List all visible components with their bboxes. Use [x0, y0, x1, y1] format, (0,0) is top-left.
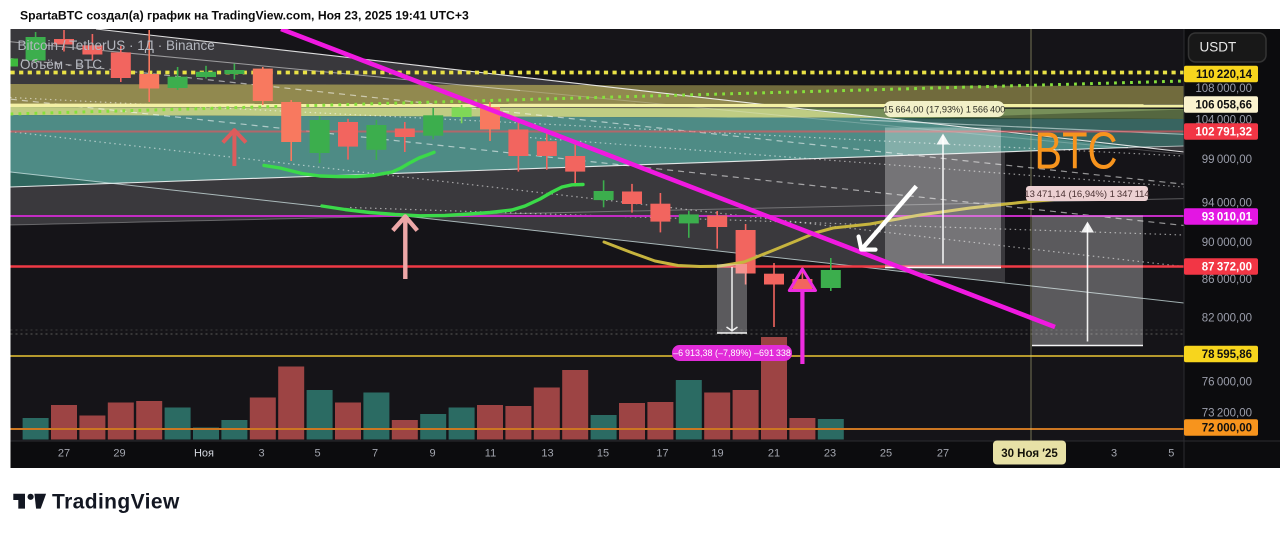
- svg-text:27: 27: [937, 448, 949, 460]
- svg-text:3: 3: [258, 448, 264, 460]
- svg-text:9: 9: [429, 448, 435, 460]
- svg-text:29: 29: [113, 448, 125, 460]
- svg-text:93 010,01: 93 010,01: [1202, 212, 1253, 224]
- svg-text:Bitcoin / TetherUS · 1Д · Bina: Bitcoin / TetherUS · 1Д · Binance: [18, 38, 215, 53]
- svg-text:27: 27: [58, 448, 70, 460]
- svg-text:19: 19: [711, 448, 723, 460]
- svg-text:17: 17: [656, 448, 668, 460]
- svg-text:102 791,32: 102 791,32: [1195, 127, 1252, 139]
- svg-text:SpartaBTC создал(а) график на: SpartaBTC создал(а) график на TradingVie…: [20, 9, 469, 23]
- svg-text:90 000,00: 90 000,00: [1202, 237, 1252, 249]
- svg-text:87 372,00: 87 372,00: [1202, 262, 1252, 274]
- svg-text:USDT: USDT: [1200, 40, 1237, 55]
- svg-text:TradingView: TradingView: [52, 491, 180, 514]
- svg-text:21: 21: [768, 448, 780, 460]
- svg-text:3: 3: [1111, 448, 1117, 460]
- svg-text:5: 5: [1168, 448, 1174, 460]
- svg-text:78 595,86: 78 595,86: [1202, 349, 1252, 361]
- svg-text:72 000,00: 72 000,00: [1202, 423, 1252, 435]
- svg-text:15 664,00 (17,93%) 1 566 400: 15 664,00 (17,93%) 1 566 400: [883, 104, 1005, 114]
- svg-text:5: 5: [314, 448, 320, 460]
- svg-text:94 000,00: 94 000,00: [1202, 198, 1252, 210]
- svg-text:13: 13: [541, 448, 553, 460]
- svg-text:11: 11: [485, 448, 496, 460]
- svg-text:76 000,00: 76 000,00: [1202, 377, 1252, 389]
- svg-text:15: 15: [597, 448, 609, 460]
- svg-text:30 Ноя ′25: 30 Ноя ′25: [1001, 448, 1058, 460]
- svg-text:25: 25: [880, 448, 892, 460]
- svg-text:86 000,00: 86 000,00: [1202, 274, 1252, 286]
- svg-text:BTC: BTC: [1034, 121, 1117, 180]
- svg-text:73 200,00: 73 200,00: [1202, 408, 1252, 420]
- svg-text:Объём · BTC: Объём · BTC: [20, 57, 102, 72]
- svg-text:108 000,00: 108 000,00: [1195, 83, 1252, 95]
- svg-text:99 000,00: 99 000,00: [1202, 154, 1252, 166]
- svg-text:23: 23: [824, 448, 836, 460]
- svg-text:Ноя: Ноя: [194, 448, 214, 460]
- svg-text:106 058,66: 106 058,66: [1195, 100, 1252, 112]
- svg-text:110 220,14: 110 220,14: [1196, 69, 1253, 81]
- svg-text:82 000,00: 82 000,00: [1202, 313, 1252, 325]
- svg-text:–6 913,38 (–7,89%) –691 338: –6 913,38 (–7,89%) –691 338: [673, 348, 791, 358]
- svg-text:7: 7: [372, 448, 378, 460]
- svg-text:13 471,14 (16,94%) 1 347 114: 13 471,14 (16,94%) 1 347 114: [1024, 189, 1149, 200]
